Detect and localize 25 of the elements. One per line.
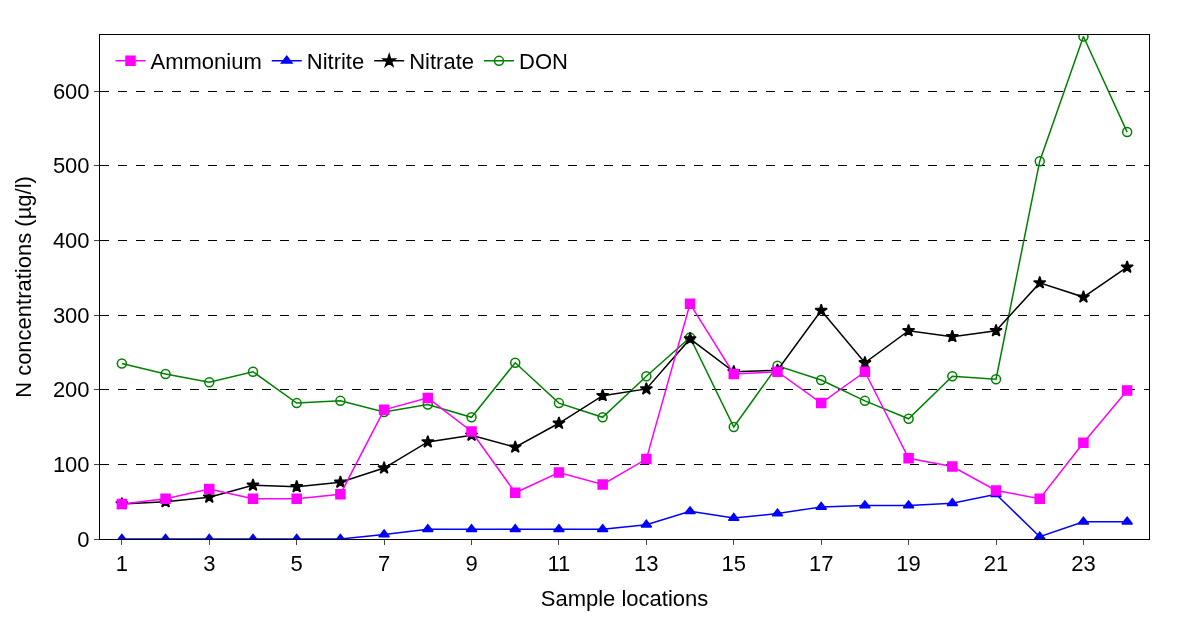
x-axis-title: Sample locations: [540, 586, 709, 612]
x-tick-label: 17: [808, 551, 834, 577]
y-axis-title: N concentrations (µg/l): [10, 176, 36, 398]
x-tick-label: 13: [634, 551, 659, 577]
y-tick-label: 300: [52, 302, 90, 328]
y-tick-label: 200: [52, 377, 90, 403]
y-tick-label: 100: [52, 452, 90, 478]
legend-label: Nitrite: [306, 49, 365, 75]
x-tick-label: 19: [896, 551, 921, 577]
x-tick-label: 7: [377, 551, 391, 577]
y-tick-label: 500: [52, 153, 90, 179]
x-tick-label: 5: [290, 551, 303, 577]
x-tick-label: 9: [465, 551, 478, 577]
legend-label: Nitrate: [409, 49, 474, 75]
x-tick-label: 15: [721, 551, 747, 577]
y-tick-label: 0: [77, 526, 90, 552]
x-tick-label: 3: [203, 551, 216, 577]
x-tick-label: 1: [115, 551, 128, 577]
legend-label: DON: [518, 49, 568, 75]
y-tick-label: 400: [52, 228, 90, 254]
x-tick-label: 11: [547, 551, 571, 577]
legend-label: Ammonium: [150, 49, 262, 75]
y-tick-label: 600: [52, 78, 90, 104]
x-tick-label: 23: [1071, 551, 1096, 577]
x-tick-label: 21: [983, 551, 1009, 577]
